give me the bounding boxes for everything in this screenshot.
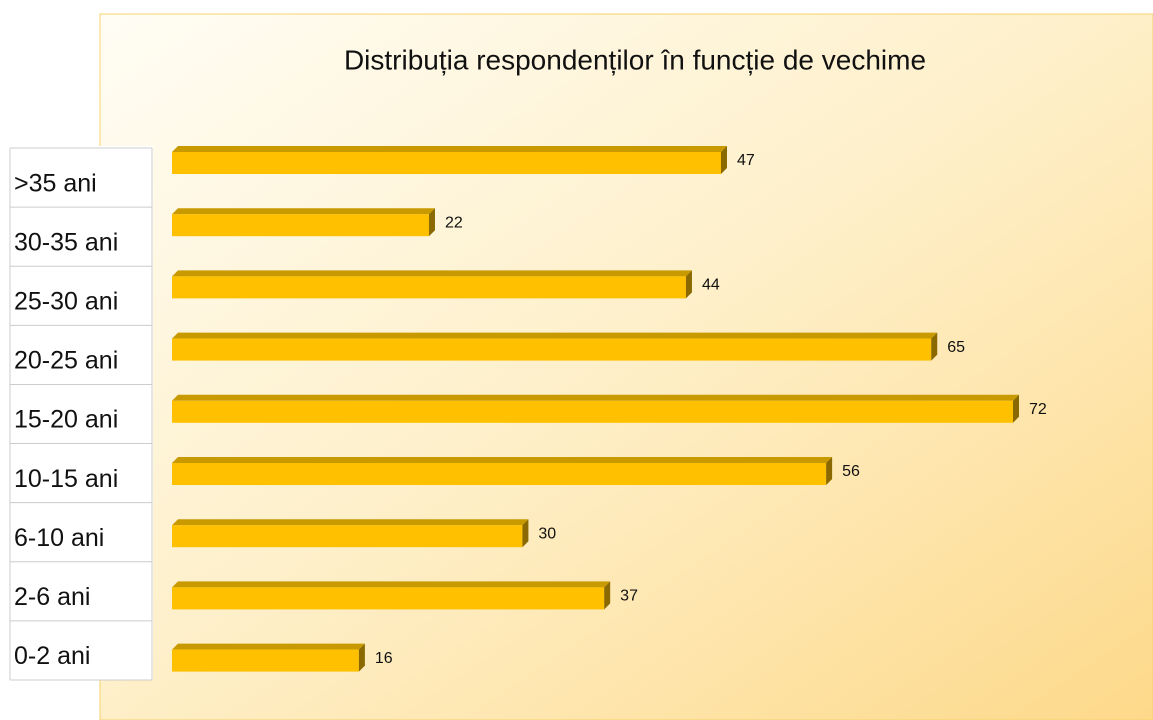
bar-top <box>172 208 435 215</box>
category-label: 6-10 ani <box>14 524 104 552</box>
bar-front <box>172 214 429 237</box>
bar-front <box>172 276 686 299</box>
value-label: 65 <box>947 339 965 356</box>
bar-top <box>172 519 529 526</box>
category-label: 30-35 ani <box>14 228 118 256</box>
value-label: 37 <box>620 588 638 605</box>
value-label: 30 <box>538 525 556 542</box>
bar <box>172 332 938 361</box>
bar-front <box>172 338 932 361</box>
bar-top <box>172 332 938 339</box>
bar-side <box>522 519 529 548</box>
bar-side <box>428 208 435 237</box>
bar-side <box>685 270 692 299</box>
bar-front <box>172 152 721 174</box>
value-label: 72 <box>1029 401 1047 418</box>
bar-top <box>172 270 692 277</box>
bar-top <box>172 394 1019 401</box>
category-label: 10-15 ani <box>14 465 118 493</box>
value-label: 16 <box>375 650 393 667</box>
chart-background <box>99 13 1153 720</box>
bar-side <box>604 581 611 610</box>
bar-top <box>172 457 833 463</box>
bar-front <box>172 649 359 672</box>
category-label: >35 ani <box>14 169 97 197</box>
bar <box>172 643 365 672</box>
chart-title: Distribuția respondenților în funcție de… <box>344 44 926 75</box>
category-label: 15-20 ani <box>14 406 118 434</box>
bar-front <box>172 525 523 548</box>
bar-side <box>931 332 938 361</box>
bar-top <box>172 146 727 152</box>
value-label: 22 <box>445 214 463 231</box>
bar <box>172 394 1019 423</box>
bar-top <box>172 581 611 588</box>
bar-side <box>826 457 833 485</box>
bar-top <box>172 643 365 650</box>
bar-front <box>172 400 1013 423</box>
bar <box>172 581 611 610</box>
bar <box>172 146 727 174</box>
bar-side <box>358 643 365 672</box>
category-label: 20-25 ani <box>14 347 118 375</box>
bar-front <box>172 463 827 485</box>
bar-side <box>720 146 727 174</box>
bar-front <box>172 587 605 610</box>
value-label: 44 <box>702 277 720 294</box>
value-label: 56 <box>842 463 860 480</box>
bar <box>172 270 692 299</box>
bar <box>172 457 833 485</box>
category-label: 0-2 ani <box>14 642 90 670</box>
bar <box>172 519 529 548</box>
bar <box>172 208 435 237</box>
bar-side <box>1013 394 1019 423</box>
value-label: 47 <box>737 152 755 169</box>
category-label: 25-30 ani <box>14 287 118 315</box>
label-table <box>8 146 153 680</box>
category-label: 2-6 ani <box>14 583 90 611</box>
